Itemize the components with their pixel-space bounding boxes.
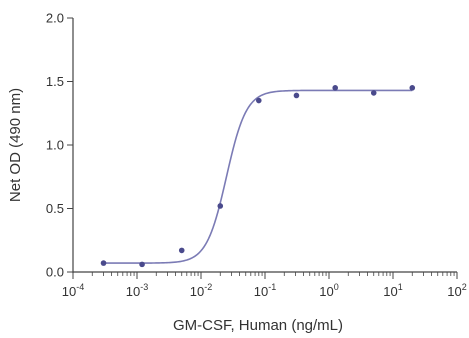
y-tick-label: 1.0 <box>46 138 64 153</box>
data-point <box>332 85 339 91</box>
x-tick-label: 101 <box>383 282 402 299</box>
fit-curve <box>103 89 413 264</box>
data-point <box>255 97 262 104</box>
ticks: 0.0 0.5 1.0 1.5 2.0 10-4 10-3 10-2 10-1 100 101 102 <box>46 11 467 300</box>
y-axis-title: Net OD (490 nm) <box>7 88 24 202</box>
y-tick-label: 0.0 <box>46 265 64 280</box>
data-point <box>370 90 377 96</box>
x-tick-label: 100 <box>319 282 338 299</box>
data-point <box>217 203 224 209</box>
x-tick-label: 10-3 <box>126 282 148 299</box>
fit-curve-layer <box>103 89 413 264</box>
x-axis-title: GM-CSF, Human (ng/mL) <box>173 317 343 334</box>
x-tick-label: 102 <box>447 282 466 299</box>
y-tick-label: 0.5 <box>46 201 64 216</box>
x-tick-label: 10-1 <box>254 282 276 299</box>
data-point <box>100 260 107 266</box>
data-points-layer <box>100 85 416 268</box>
data-point <box>409 85 416 91</box>
axes <box>72 18 457 273</box>
y-tick-label: 2.0 <box>46 11 64 26</box>
data-point <box>293 92 300 99</box>
data-point <box>178 247 185 254</box>
data-point <box>139 261 145 268</box>
y-tick-label: 1.5 <box>46 74 64 89</box>
x-tick-label: 10-2 <box>190 282 212 299</box>
x-tick-label: 10-4 <box>62 282 84 299</box>
